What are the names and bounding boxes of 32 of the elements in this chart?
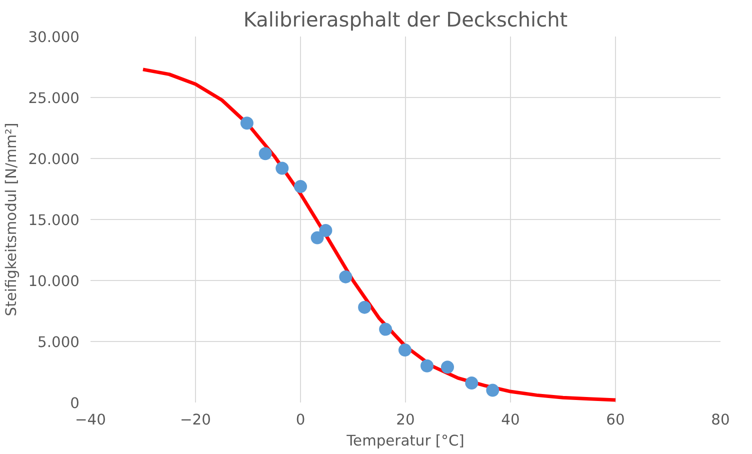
y-tick-label: 15.000 xyxy=(28,212,80,229)
point xyxy=(240,116,254,130)
point xyxy=(310,231,324,244)
x-tick-label: 20 xyxy=(396,412,415,428)
y-tick-label: 20.000 xyxy=(28,151,80,168)
x-tick-label: −40 xyxy=(75,412,106,428)
point xyxy=(294,180,307,194)
x-tick-label: 0 xyxy=(296,412,306,428)
point xyxy=(276,162,289,175)
point xyxy=(465,376,478,390)
y-tick-label: 10.000 xyxy=(28,273,80,290)
y-tick-label: 0 xyxy=(70,395,80,412)
point xyxy=(319,224,332,237)
y-tick-label: 5.000 xyxy=(38,334,80,351)
point xyxy=(398,344,412,357)
x-tick-label: 60 xyxy=(606,412,625,428)
point xyxy=(441,360,454,374)
x-tick-label: 80 xyxy=(711,412,730,428)
y-tick-label: 30.000 xyxy=(28,29,80,46)
point xyxy=(486,384,500,397)
x-tick-label: −20 xyxy=(180,412,211,428)
x-axis-title: Temperatur [°C] xyxy=(346,432,464,450)
line-series xyxy=(141,68,618,402)
point xyxy=(420,359,434,372)
point xyxy=(339,270,352,284)
y-axis-title: Steifigkeitsmodul [N/mm²] xyxy=(3,122,20,316)
point xyxy=(379,322,392,336)
point xyxy=(258,147,272,160)
x-tick-label: 40 xyxy=(501,412,520,428)
y-tick-label: 25.000 xyxy=(28,90,80,107)
point xyxy=(358,300,372,314)
chart-title: Kalibrierasphalt der Deckschicht xyxy=(243,8,568,32)
